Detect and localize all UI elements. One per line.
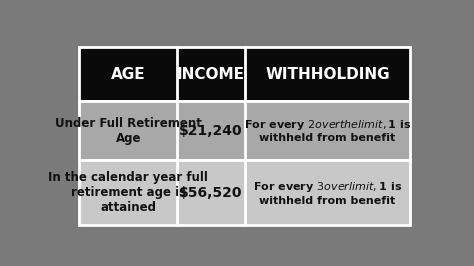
Text: INCOME: INCOME [177,66,245,81]
Text: WITHHOLDING: WITHHOLDING [265,66,390,81]
Text: $21,240: $21,240 [179,124,243,138]
Bar [80,101,410,160]
Text: For every $3 over limit, $1 is
withheld from benefit: For every $3 over limit, $1 is withheld … [253,180,402,206]
Bar [80,160,410,226]
Text: In the calendar year full
retirement age is
attained: In the calendar year full retirement age… [48,172,208,214]
Text: For every $2 over the limit, $1 is
withheld from benefit: For every $2 over the limit, $1 is withh… [244,118,411,143]
Text: $56,520: $56,520 [179,186,243,200]
Text: Under Full Retirement
Age: Under Full Retirement Age [55,117,201,145]
Bar [80,47,410,101]
Text: AGE: AGE [111,66,146,81]
